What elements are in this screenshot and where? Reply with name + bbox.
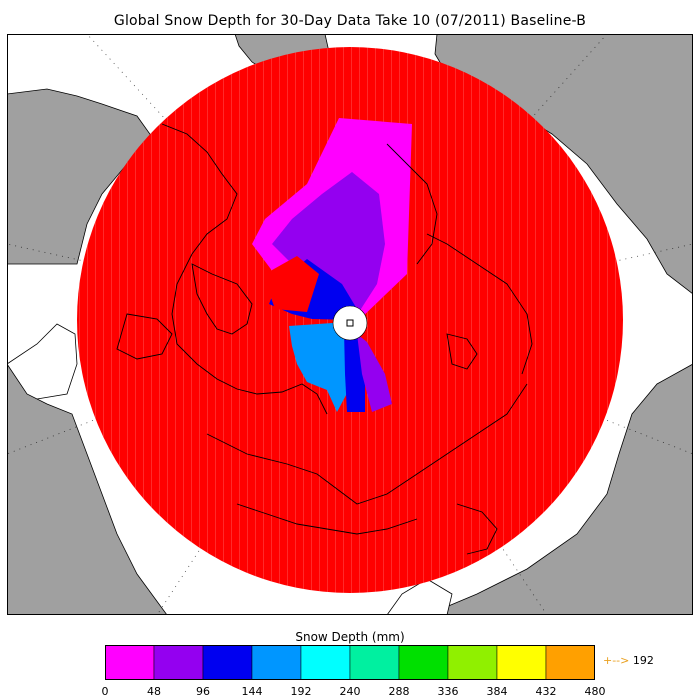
- colorbar-cell: [300, 645, 351, 680]
- map-border: [7, 34, 693, 615]
- overflow-arrow: +-->: [603, 654, 630, 667]
- region-purple-south: [357, 334, 392, 412]
- colorbar-cell: [496, 645, 547, 680]
- polar-map: [7, 34, 693, 615]
- colorbar-cell: [105, 645, 155, 680]
- overflow-indicator: +--> 192: [603, 654, 654, 667]
- region-purple: [272, 172, 385, 312]
- colorbar-cell: [202, 645, 253, 680]
- colorbar-tick-label: 240: [339, 685, 361, 698]
- colorbar-tick-label: 0: [101, 685, 109, 698]
- colorbar-cell: [398, 645, 449, 680]
- colorbar-tick-label: 384: [486, 685, 508, 698]
- land-southwest: [7, 363, 168, 615]
- pole-marker: [346, 319, 354, 327]
- colorbar-tick-label: 336: [437, 685, 459, 698]
- coastlines: [116, 123, 533, 555]
- land-southeast: [426, 363, 693, 615]
- colorbar-cell: [349, 645, 400, 680]
- colorbar-tick-label: 432: [535, 685, 557, 698]
- region-red-pocket: [265, 256, 319, 312]
- map-title: Global Snow Depth for 30-Day Data Take 1…: [113, 13, 587, 29]
- colorbar-tick-label: 144: [241, 685, 263, 698]
- colorbar-cell: [545, 645, 595, 680]
- colorbar-tick-label: 288: [388, 685, 410, 698]
- colorbar-tick-label: 96: [196, 685, 210, 698]
- legend-title: Snow Depth (mm): [295, 630, 405, 644]
- land-south-gap: [386, 578, 453, 615]
- colorbar-cell: [153, 645, 204, 680]
- colorbar-cell: [447, 645, 498, 680]
- colorbar-tick-label: 48: [147, 685, 161, 698]
- region-lightblue: [289, 322, 353, 412]
- colorbar: [105, 645, 595, 680]
- colorbar-tick-label: 480: [584, 685, 606, 698]
- colorbar-cell: [251, 645, 302, 680]
- colorbar-tick-label: 192: [290, 685, 312, 698]
- overflow-value: 192: [632, 654, 654, 667]
- pole-hole: [332, 305, 368, 341]
